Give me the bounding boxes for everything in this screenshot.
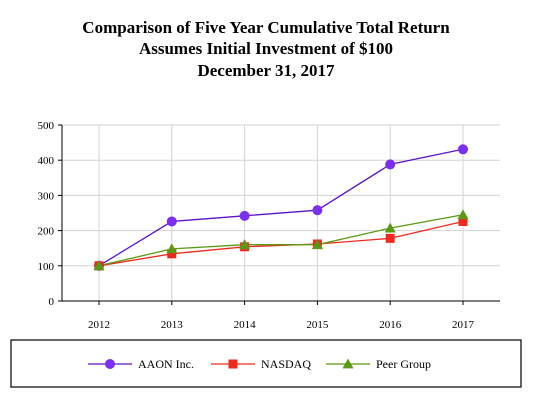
title-line-1: Comparison of Five Year Cumulative Total… — [82, 18, 450, 37]
data-point-peer-group — [311, 239, 323, 250]
data-point-aaon-inc — [458, 144, 468, 155]
data-point-peer-group — [166, 243, 178, 254]
y-tick-label: 500 — [38, 120, 55, 132]
series-line-peer-group — [98, 214, 464, 267]
data-point-peer-group — [384, 222, 396, 233]
x-tick-label: 2013 — [161, 319, 184, 331]
x-tick-label: 2014 — [234, 319, 257, 331]
chart-title: Comparison of Five Year Cumulative Total… — [82, 18, 450, 80]
data-point-aaon-inc — [166, 216, 177, 227]
data-point-nasdaq — [385, 233, 395, 243]
series-lines — [93, 144, 469, 271]
legend-box — [10, 339, 522, 388]
legend-marker-aaon-inc — [105, 359, 115, 369]
axes: 0 100 200 300 400 500 2012 2013 2014 2015 2016 2017 — [38, 120, 500, 331]
data-point-nasdaq — [167, 249, 177, 259]
y-tick-label: 400 — [38, 155, 55, 167]
data-point-peer-group — [457, 209, 469, 220]
legend-marker-nasdaq — [228, 359, 238, 369]
legend-label-aaon-inc: AAON Inc. — [138, 357, 194, 371]
y-tick-label: 300 — [38, 190, 55, 202]
legend-label-peer-group: Peer Group — [376, 357, 431, 371]
data-point-peer-group — [239, 239, 251, 250]
legend-label-nasdaq: NASDAQ — [261, 357, 311, 371]
legend-marker-peer-group — [342, 358, 354, 369]
y-tick-label: 200 — [38, 226, 55, 238]
series-line-aaon-inc — [98, 148, 464, 267]
title-line-2: Assumes Initial Investment of $100 — [139, 39, 393, 58]
data-point-aaon-inc — [239, 210, 250, 221]
title-line-3: December 31, 2017 — [197, 61, 335, 80]
gridlines — [62, 124, 500, 301]
x-tick-label: 2012 — [88, 319, 110, 331]
data-point-peer-group — [93, 260, 105, 271]
legend: AAON Inc. NASDAQ Peer Group — [10, 339, 522, 388]
data-point-nasdaq — [458, 216, 468, 226]
series-line-nasdaq — [98, 220, 464, 267]
y-tick-label: 0 — [49, 296, 55, 308]
x-tick-label: 2015 — [306, 319, 329, 331]
y-tick-label: 100 — [38, 261, 55, 273]
x-tick-label: 2017 — [452, 319, 475, 331]
data-point-aaon-inc — [385, 159, 396, 170]
data-point-aaon-inc — [312, 205, 323, 216]
x-tick-label: 2016 — [379, 319, 402, 331]
